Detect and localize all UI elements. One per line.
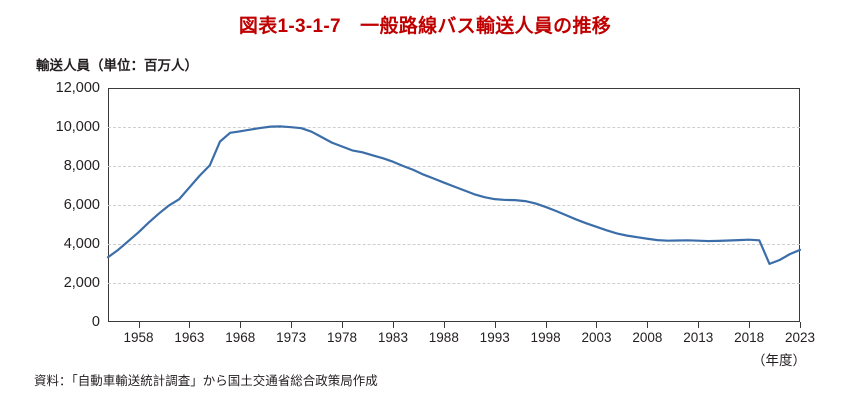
y-axis-tick-label: 10,000 — [55, 119, 100, 135]
x-axis-unit-label: （年度） — [752, 353, 806, 368]
x-axis-tick-label: 1978 — [327, 330, 358, 345]
x-axis-tick-label: 1993 — [479, 330, 510, 345]
x-axis-tick — [698, 322, 700, 328]
x-axis-tick-label: 1973 — [276, 330, 307, 345]
x-axis-tick — [342, 322, 344, 328]
y-axis-unit-label: 輸送人員（単位：百万人） — [36, 58, 198, 73]
x-axis-tick-label: 1988 — [428, 330, 459, 345]
x-axis-tick-label: 2018 — [734, 330, 765, 345]
x-axis-tick — [392, 322, 394, 328]
x-axis-tick — [291, 322, 293, 328]
x-axis-tick-label: 1998 — [530, 330, 561, 345]
x-axis-tick — [647, 322, 649, 328]
y-axis-tick-label: 12,000 — [55, 80, 100, 96]
x-axis-ticks — [108, 322, 801, 330]
x-axis-tick — [443, 322, 445, 328]
y-axis-tick-label: 2,000 — [63, 275, 100, 291]
x-axis-tick — [189, 322, 191, 328]
x-axis-tick — [138, 322, 140, 328]
gridline — [108, 166, 800, 167]
y-axis-tick-label: 6,000 — [63, 197, 100, 213]
series-line-bus-passengers — [106, 125, 802, 265]
x-axis-tick — [800, 322, 801, 328]
series-line-chart — [106, 125, 802, 265]
x-axis-tick — [749, 322, 751, 328]
x-axis-tick-label: 2023 — [784, 330, 816, 345]
x-axis-tick-label: 1963 — [174, 330, 205, 345]
x-axis-tick-label: 2008 — [632, 330, 663, 345]
y-axis-tick-label: 8,000 — [63, 158, 100, 174]
y-axis-tick-labels: 0 2,000 4,000 6,000 8,000 10,000 12,000 — [0, 80, 100, 330]
x-axis-tick-label: 1983 — [377, 330, 408, 345]
x-axis-tick — [240, 322, 242, 328]
gridline — [108, 127, 800, 128]
plot-area — [106, 88, 802, 322]
gridline — [108, 244, 800, 245]
y-axis-tick-label: 4,000 — [63, 236, 100, 252]
x-axis-tick — [596, 322, 598, 328]
y-axis-tick-label: 0 — [91, 314, 100, 330]
gridline — [108, 205, 800, 206]
x-axis-tick — [494, 322, 496, 328]
source-note: 資料：「自動車輸送統計調査」から国土交通省総合政策局作成 — [34, 374, 378, 388]
x-axis-tick-label: 2003 — [581, 330, 612, 345]
x-axis-tick-label: 2013 — [683, 330, 714, 345]
gridline — [108, 283, 800, 284]
x-axis-tick-label: 1968 — [225, 330, 256, 345]
x-axis-tick — [545, 322, 547, 328]
x-axis-tick-label: 1958 — [123, 330, 154, 345]
page-title: 図表1-3-1-7 一般路線バス輸送人員の推移 — [238, 16, 612, 37]
